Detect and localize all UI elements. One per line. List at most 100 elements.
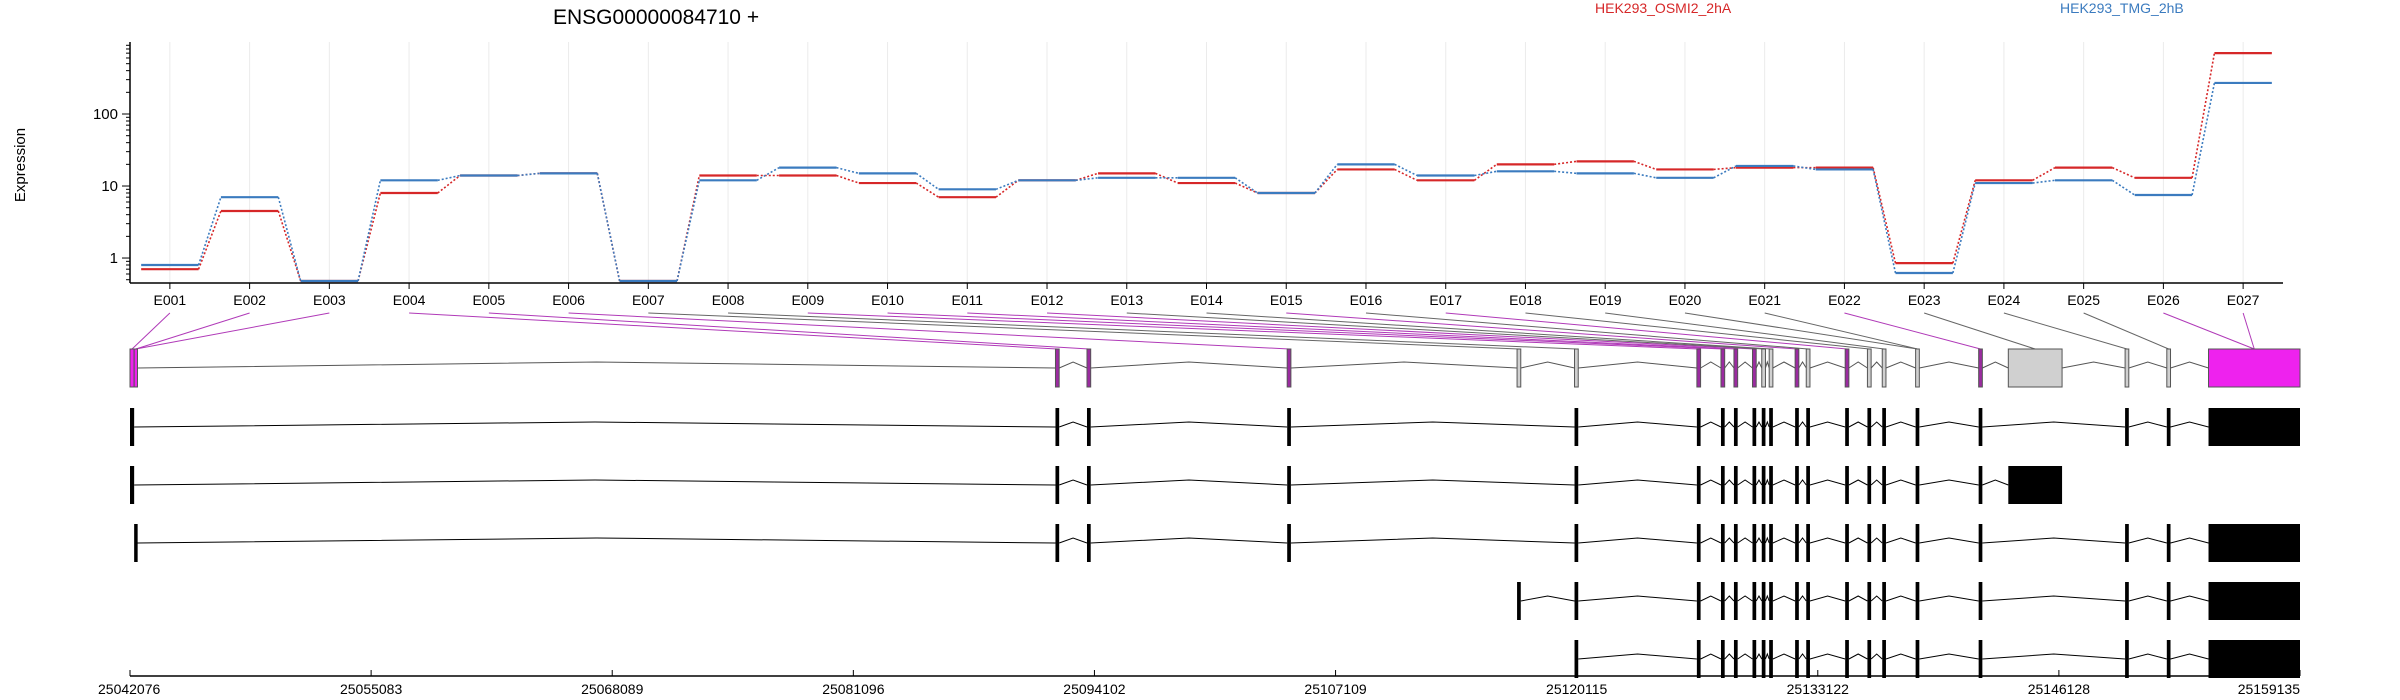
transcript-5-exon-9 (1806, 640, 1810, 678)
gene-model-exon-10 (1733, 348, 1739, 388)
series-2-connector (1793, 165, 1816, 171)
series-1-connector (1633, 160, 1657, 171)
exon-label-E005: E005 (472, 292, 505, 308)
exon-label-E017: E017 (1429, 292, 1462, 308)
exon-label-E015: E015 (1270, 292, 1303, 308)
y-tick-label: 1 (110, 250, 118, 267)
series-2-connector (2191, 82, 2216, 196)
transcript-2-exon-18 (1978, 466, 1983, 504)
genome-tick-label: 25068089 (581, 681, 644, 697)
series-2-connector (197, 196, 222, 266)
transcript-2-exon-7 (1720, 466, 1725, 504)
series-1-connector (1234, 182, 1258, 194)
transcript-2-exon-6 (1696, 466, 1701, 504)
genome-tick-label: 25042076 (98, 681, 161, 697)
exon-link-E009 (807, 312, 1699, 350)
transcript-3-exon-18 (1978, 524, 1983, 562)
genome-tick-label: 25146128 (2028, 681, 2091, 697)
exon-label-E004: E004 (393, 292, 426, 308)
transcript-5-exon-5 (1752, 640, 1757, 678)
gene-model-exon-16 (1844, 348, 1850, 388)
exon-label-E023: E023 (1908, 292, 1941, 308)
transcript-5-exon-2 (1696, 640, 1701, 678)
series-2-connector (756, 166, 780, 182)
transcript-1-introns (134, 420, 2209, 428)
transcript-2-exon-5 (1574, 466, 1579, 504)
transcript-3-introns (137, 536, 2209, 544)
genome-tick-label: 25107109 (1304, 681, 1367, 697)
series-1-connector (1872, 167, 1897, 264)
transcript-3-exon-4 (1287, 524, 1291, 562)
transcript-3-exon-6 (1696, 524, 1701, 562)
exon-link-E006 (568, 312, 1290, 350)
series-1-connector (1952, 180, 1976, 264)
transcript-4-exon-6 (1752, 582, 1757, 620)
gene-model-exon-21 (2007, 348, 2063, 388)
exon-link-E018 (1525, 312, 1870, 350)
transcript-4 (1517, 582, 2300, 620)
transcript-3 (134, 524, 2300, 562)
gene-model-exon-14 (1794, 348, 1800, 388)
gene-model (129, 348, 2301, 388)
transcript-5-exon-7 (1769, 640, 1773, 678)
transcript-2-exon-12 (1795, 466, 1799, 504)
series-2-connector (1554, 170, 1577, 175)
transcript-3-exon-3 (1086, 524, 1091, 562)
transcript-2-exon-16 (1882, 466, 1886, 504)
transcript-3-exon-1 (134, 524, 138, 562)
series-2-connector (517, 172, 540, 177)
transcript-5-exon-6 (1761, 640, 1766, 678)
exon-link-E022 (1844, 312, 1981, 350)
series-2-connector (277, 196, 302, 282)
transcript-4-exon-7 (1761, 582, 1766, 620)
exon-link-E015 (1286, 312, 1798, 350)
transcript-3-exon-20 (2166, 524, 2171, 562)
y-tick-label: 10 (101, 178, 118, 195)
exon-label-E014: E014 (1190, 292, 1223, 308)
series-1-connector (1155, 172, 1179, 184)
chart-title: ENSG00000084710 + (553, 6, 759, 29)
transcript-2-exon-14 (1845, 466, 1849, 504)
transcript-1-exon-9 (1752, 408, 1757, 446)
transcript-5-exon-13 (1915, 640, 1920, 678)
exon-link-E001 (131, 312, 171, 350)
transcript-5-exon-3 (1720, 640, 1725, 678)
gene-model-exon-7 (1574, 348, 1579, 388)
transcript-3-exon-7 (1720, 524, 1725, 562)
transcript-4-exon-13 (1882, 582, 1886, 620)
transcript-1-exon-11 (1769, 408, 1773, 446)
series-1-connector (2112, 166, 2136, 179)
series-2-connector (1633, 172, 1657, 179)
gene-model-exon-2 (133, 348, 138, 388)
transcript-4-exon-4 (1720, 582, 1725, 620)
transcript-5-exon-8 (1795, 640, 1799, 678)
exon-link-E016 (1365, 312, 1809, 350)
transcript-4-exon-9 (1795, 582, 1799, 620)
series-1-connector (357, 192, 382, 282)
series-2-connector (2032, 179, 2056, 184)
gene-model-exon-23 (2166, 348, 2172, 388)
exon-link-E004 (409, 312, 1058, 350)
gene-model-exon-17 (1866, 348, 1872, 388)
gene-model-exon-13 (1768, 348, 1774, 388)
series-2-connector (1234, 177, 1258, 194)
gene-model-exon-19 (1915, 348, 1920, 388)
transcript-2-exon-9 (1752, 466, 1757, 504)
exon-link-E023 (1924, 312, 2036, 350)
exon-link-E024 (2003, 312, 2128, 350)
transcript-4-exon-15 (1978, 582, 1983, 620)
transcript-5 (1574, 640, 2300, 678)
exon-label-E022: E022 (1828, 292, 1861, 308)
exon-link-E013 (1126, 312, 1764, 350)
genome-tick-label: 25094102 (1063, 681, 1126, 697)
transcript-2-exon-10 (1761, 466, 1766, 504)
transcript-5-exon-17 (2208, 640, 2300, 678)
transcript-1-exon-10 (1761, 408, 1766, 446)
exon-link-E026 (2163, 312, 2255, 350)
transcript-3-exon-11 (1769, 524, 1773, 562)
transcript-2-exon-4 (1287, 466, 1291, 504)
transcript-3-exon-10 (1761, 524, 1766, 562)
transcript-3-exon-5 (1574, 524, 1579, 562)
transcript-2-exon-15 (1867, 466, 1872, 504)
gene-model-exon-15 (1805, 348, 1811, 388)
